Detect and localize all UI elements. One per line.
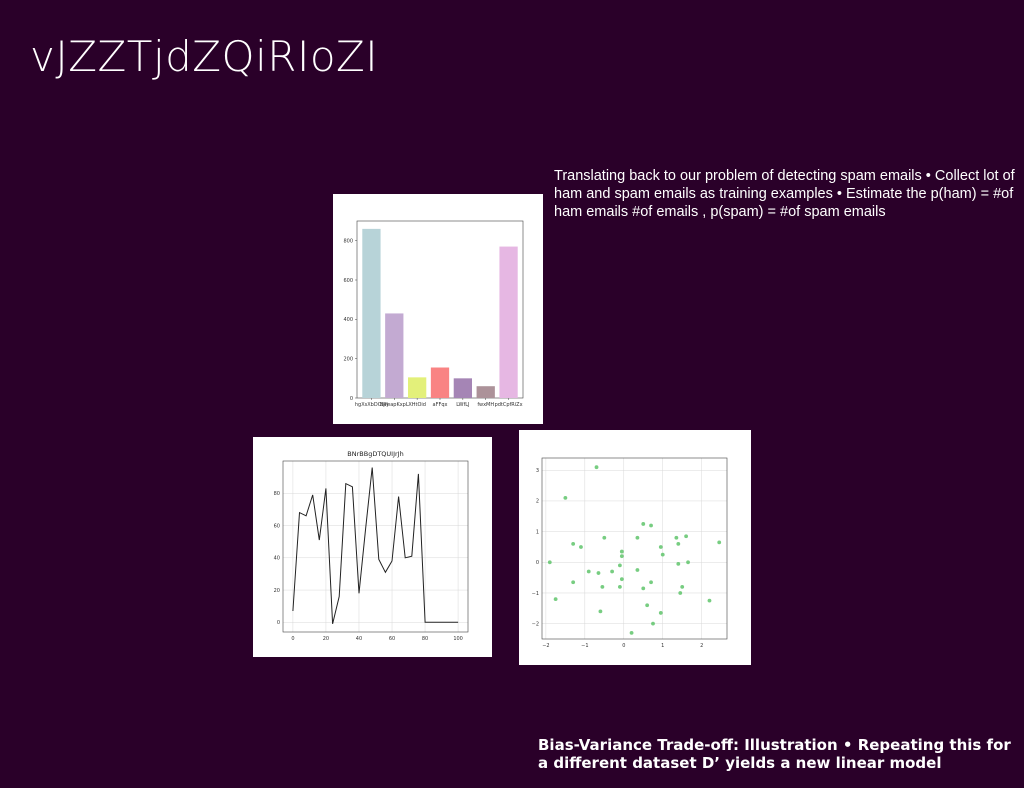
x-tick-label: hgXsXbDOWj [355,402,388,408]
scatter-point [684,534,689,539]
scatter-point [617,563,622,568]
x-tick-label: fwxMH [477,402,494,408]
scatter-point [596,571,601,575]
x-tick-label: 20 [323,636,329,642]
body-text: Translating back to our problem of detec… [554,168,1015,220]
bar [408,377,427,398]
y-tick-label: −2 [532,621,539,627]
scatter-point [658,545,663,549]
scatter-point [629,630,634,635]
y-tick-label: 600 [343,278,353,284]
x-tick-label: 1 [661,643,664,649]
x-tick-label: BjiwapKxpL [380,402,409,408]
x-tick-label: pdtCpfRiZx [495,402,523,408]
y-tick-label: 200 [343,356,353,362]
x-tick-label: 2 [700,643,703,649]
x-tick-label: 100 [453,636,463,642]
y-tick-label: 60 [274,523,280,529]
scatter-point [571,580,576,585]
scatter-point [619,577,624,582]
y-tick-label: 80 [274,491,280,497]
bar-chart-card: 0 200 400 600 800 hgXsXbDOWj BjiwapKxpL XHtOid a… [333,194,543,424]
y-tick-label: 0 [277,620,280,626]
x-tick-label: 60 [389,636,395,642]
y-tick-label: 1 [536,529,539,535]
bar [362,228,381,398]
scatter-point [598,609,603,614]
scatter-point [635,535,640,540]
y-tick-label: 400 [343,317,353,323]
scatter-point [660,552,665,557]
y-tick-label: 0 [536,560,539,566]
scatter-point [610,569,615,574]
scatter-point [676,561,681,566]
scatter-point [571,541,576,546]
y-tick-label: 3 [536,468,539,474]
y-tick-label: 20 [274,588,280,594]
bar [476,386,495,398]
scatter-point [707,598,712,603]
scatter-point [686,560,690,565]
y-tick-label: 40 [274,556,280,562]
bar [385,313,404,398]
scatter-point [658,611,663,615]
scatter-point [617,584,622,589]
scatter-point [678,591,683,595]
scatter-point [674,535,679,540]
series-line [292,467,459,625]
scatter-point [717,540,722,545]
x-tick-label: LWfLJ [456,402,469,408]
scatter-point [645,603,650,608]
x-tick-label: XHtOid [408,402,426,408]
bar [453,378,472,398]
x-tick-label: 40 [356,636,362,642]
scatter-point [602,535,607,540]
line-chart: BNrBBgDTQUIJrJh 0 20 40 60 80 100 0 20 40 60 80 [274,450,469,642]
footer-text: Bias-Variance Trade-off: Illustration • … [538,736,1011,772]
plot-frame [282,460,469,633]
scatter-point [649,523,653,528]
y-tick-label: −1 [532,591,539,597]
scatter-point [600,584,605,589]
scatter-point [649,580,653,585]
x-tick-label: −2 [542,643,549,649]
scatter-chart-card: −2 −1 0 1 2 −2 −1 0 1 2 3 [519,430,751,665]
x-tick-label: −1 [581,643,588,649]
scatter-point [619,554,624,559]
scatter-point [594,465,599,470]
scatter-point [553,597,558,602]
y-tick-label: 800 [343,238,353,244]
page-title: vJZZTjdZQiRIoZI [30,32,379,81]
scatter-point [680,584,685,589]
y-tick-label: 2 [536,499,539,505]
x-tick-label: 80 [422,636,428,642]
scatter-point [619,549,624,554]
scatter-point [586,569,591,574]
scatter-point [579,545,583,549]
scatter-point [651,621,655,626]
scatter-chart: −2 −1 0 1 2 −2 −1 0 1 2 3 [532,457,728,649]
scatter-point [641,586,646,591]
plot-frame [541,457,728,640]
scatter-point [635,568,640,572]
chart-title: BNrBBgDTQUIJrJh [347,450,403,458]
x-tick-label: aFFqx [433,402,448,408]
scatter-point [547,560,552,565]
y-tick-label: 0 [350,396,353,402]
bar [430,367,450,398]
x-tick-label: 0 [291,636,294,642]
line-chart-card: BNrBBgDTQUIJrJh 0 20 40 60 80 100 0 20 40 60 80 [253,437,492,657]
bar [499,246,518,398]
x-tick-label: 0 [622,643,625,649]
scatter-point [676,541,681,546]
scatter-point [563,495,568,500]
scatter-point [641,522,646,526]
